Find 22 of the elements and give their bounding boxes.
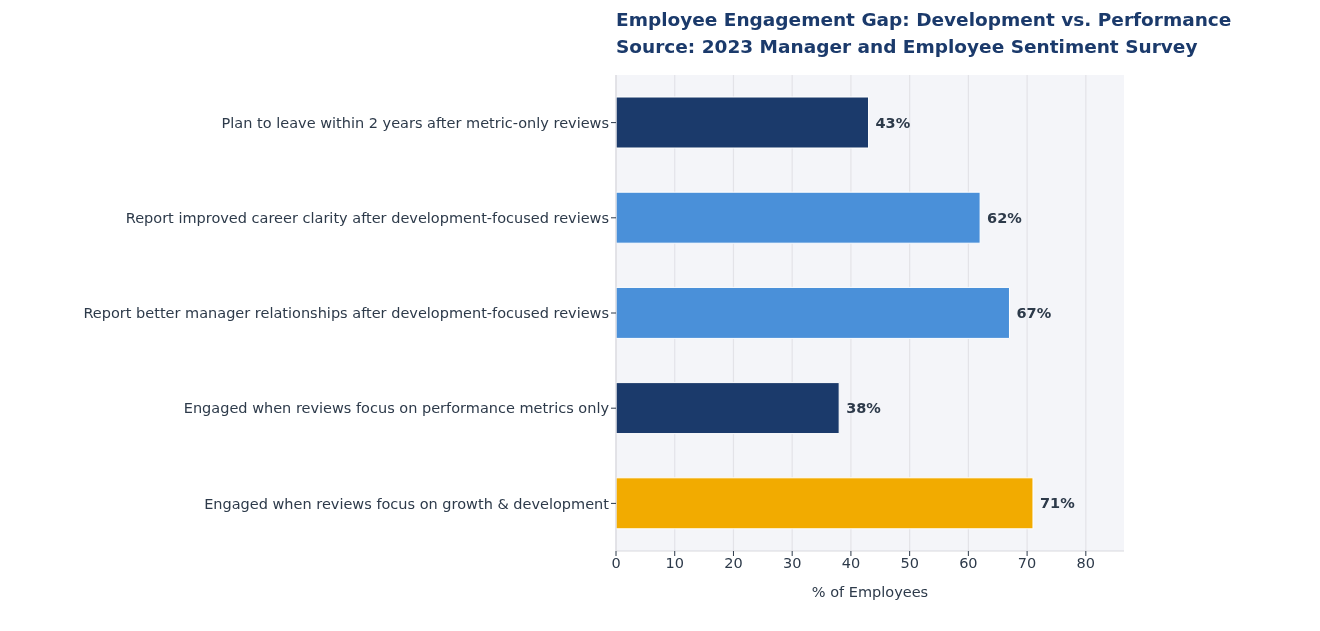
x-tick-label: 50 — [900, 555, 919, 572]
data-label: 38% — [846, 400, 882, 417]
x-tick-label: 20 — [724, 555, 743, 572]
y-tick-label: Engaged when reviews focus on performance metrics only — [183, 400, 610, 417]
y-tick-label: Report improved career clarity after development-focused reviews — [125, 209, 609, 226]
x-tick-label: 30 — [782, 555, 802, 572]
x-tick-label: 40 — [841, 555, 861, 572]
x-tick-label: 10 — [665, 555, 684, 572]
x-tick-label: 80 — [1076, 555, 1096, 572]
data-label: 71% — [1039, 495, 1076, 512]
x-axis-title: % of Employees — [811, 584, 929, 600]
y-tick-label: Engaged when reviews focus on growth & development — [204, 495, 610, 512]
chart-title: Employee Engagement Gap: Development vs. Performance — [616, 9, 1232, 30]
y-tick-label: Report better manager relationships after development-focused reviews — [83, 305, 609, 322]
data-label: 43% — [875, 114, 911, 131]
x-tick-label: 70 — [1017, 555, 1037, 572]
data-label: 67% — [1016, 305, 1052, 322]
chart-subtitle: Source: 2023 Manager and Employee Sentiment Survey — [616, 36, 1198, 57]
y-tick-label: Plan to leave within 2 years after metric-only reviews — [221, 114, 609, 131]
x-tick-label: 60 — [959, 555, 978, 572]
data-label: 62% — [987, 209, 1023, 226]
x-tick-label: 0 — [611, 555, 621, 572]
